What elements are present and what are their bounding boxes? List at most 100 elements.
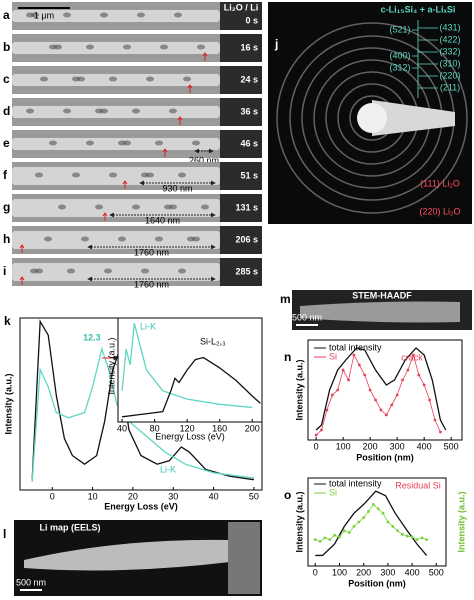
red-arrow	[202, 52, 208, 61]
peak-label: 12.3	[83, 332, 101, 342]
data-point	[336, 388, 340, 392]
data-line	[31, 346, 255, 482]
x-tick-label: 0	[313, 567, 318, 577]
contrast-spot	[86, 44, 94, 50]
nanowire	[12, 10, 220, 22]
nanowire	[12, 263, 220, 281]
x-tick-label: 50	[249, 491, 259, 501]
li-map-electrode	[228, 522, 260, 594]
contrast-spot	[44, 236, 52, 242]
time-label: 51 s	[240, 170, 258, 180]
x-tick-label: 100	[332, 567, 347, 577]
li-electrode	[220, 2, 262, 30]
contrast-spot	[174, 12, 182, 18]
x-tick-label: 120	[180, 423, 195, 433]
data-point	[417, 373, 421, 377]
data-line	[315, 347, 447, 431]
data-point	[374, 398, 377, 402]
data-point	[420, 536, 424, 540]
red-arrow	[122, 180, 128, 189]
contrast-spot	[58, 204, 66, 210]
data-point	[314, 433, 318, 437]
contrast-spot	[95, 204, 103, 210]
red-arrow	[177, 116, 183, 125]
ring-index: (310)	[439, 58, 460, 68]
li-electrode	[220, 34, 262, 62]
panel-letter: f	[3, 168, 8, 182]
data-point	[405, 534, 409, 538]
ring-index: (521)	[389, 24, 410, 34]
data-point	[338, 535, 341, 539]
x-tick-label: 400	[405, 567, 420, 577]
x-tick-label: 200	[356, 567, 371, 577]
li-electrode	[220, 66, 262, 94]
data-point	[379, 408, 383, 412]
data-point	[428, 398, 431, 402]
legend-label: total intensity	[329, 478, 382, 488]
li-electrode	[220, 130, 262, 158]
contrast-spot	[132, 204, 140, 210]
x-tick-label: 0	[50, 491, 55, 501]
contrast-spot	[192, 236, 200, 242]
data-line	[121, 356, 261, 418]
x-axis-label: Energy Loss (eV)	[104, 501, 178, 511]
li-electrode	[220, 258, 262, 286]
panel-letter: o	[284, 488, 291, 502]
data-point	[422, 383, 426, 387]
data-point	[391, 525, 395, 528]
time-label: 285 s	[235, 266, 258, 276]
li-electrode	[220, 162, 262, 190]
data-point	[433, 418, 437, 422]
data-point	[357, 520, 361, 524]
ring-index: (211)	[440, 82, 460, 92]
contrast-spot	[31, 12, 39, 18]
x-axis-label: Position (nm)	[348, 578, 406, 588]
annotation: crack	[401, 352, 423, 362]
panel-letter: a	[3, 8, 10, 22]
data-point	[341, 368, 345, 372]
li-electrode	[220, 226, 262, 254]
plot-frame	[117, 317, 263, 423]
panel-letter: d	[3, 104, 10, 118]
x-tick-label: 300	[380, 567, 395, 577]
contrast-spot	[67, 268, 75, 274]
contrast-spot	[169, 204, 177, 210]
data-point	[363, 373, 367, 377]
red-arrow	[187, 84, 193, 93]
contrast-spot	[132, 108, 140, 114]
data-point	[411, 353, 415, 357]
x-axis-label: Position (nm)	[356, 452, 414, 462]
contrast-spot	[155, 236, 163, 242]
contrast-spot	[118, 236, 126, 242]
x-tick-label: 160	[212, 423, 227, 433]
inset-x-label: Energy Loss (eV)	[155, 431, 225, 441]
scale-bar-label: 500 nm	[292, 312, 322, 322]
index-leaders	[412, 20, 438, 98]
x-tick-label: 30	[168, 491, 178, 501]
li2o-index: (111) Li₂O	[420, 178, 460, 188]
contrast-spot	[26, 108, 34, 114]
data-point	[323, 536, 327, 540]
dimension-label: 260 nm	[189, 155, 219, 165]
x-tick-label: 80	[150, 423, 160, 433]
x-tick-label: 40	[209, 491, 219, 501]
contrast-spot	[63, 12, 71, 18]
dimension-label: 1640 nm	[145, 215, 180, 225]
x-tick-label: 400	[417, 441, 432, 451]
nanowire	[12, 199, 220, 217]
edge-label: Li-K	[140, 321, 156, 331]
contrast-spot	[77, 76, 85, 82]
panel-letter: h	[3, 232, 10, 246]
li-map-wire	[24, 539, 230, 571]
red-arrow	[162, 148, 168, 157]
data-point	[342, 529, 346, 533]
data-point	[313, 538, 317, 541]
time-label: 206 s	[235, 234, 258, 244]
x-tick-label: 200	[363, 441, 378, 451]
contrast-spot	[86, 140, 94, 146]
y-axis-label: Intensity (a.u.)	[294, 359, 304, 420]
x-tick-label: 20	[128, 491, 138, 501]
data-point	[320, 428, 323, 432]
data-point	[368, 388, 372, 392]
data-point	[328, 538, 332, 541]
